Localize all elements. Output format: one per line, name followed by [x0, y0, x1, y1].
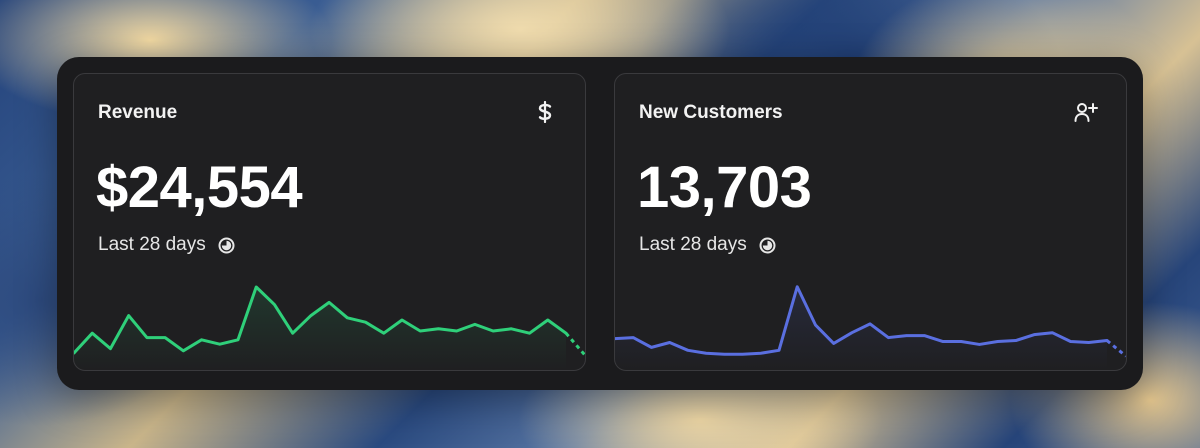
revenue-period: Last 28 days [98, 234, 235, 256]
new-customers-period: Last 28 days [639, 234, 776, 256]
sparkline-projection [1106, 339, 1126, 358]
revenue-title: Revenue [98, 102, 178, 123]
sparkline-series [74, 285, 568, 355]
user-plus-icon [1074, 100, 1098, 124]
new-customers-title: New Customers [639, 102, 783, 123]
new-customers-value: 13,703 [637, 155, 812, 220]
stats-panel: Revenue $24,554 Last 28 days New Custome… [57, 57, 1143, 390]
new-customers-card[interactable]: New Customers 13,703 Last 28 days [614, 73, 1127, 371]
revenue-card[interactable]: Revenue $24,554 Last 28 days [73, 73, 586, 371]
clock-icon[interactable] [759, 237, 776, 254]
sparkline-projection [564, 332, 585, 357]
revenue-sparkline [74, 285, 585, 370]
revenue-value: $24,554 [96, 155, 303, 220]
sparkline-area [74, 287, 566, 370]
revenue-period-label: Last 28 days [98, 234, 206, 255]
dollar-icon [533, 100, 557, 124]
sparkline-series [615, 285, 1109, 356]
new-customers-sparkline [615, 285, 1126, 370]
new-customers-period-label: Last 28 days [639, 234, 747, 255]
clock-icon[interactable] [218, 237, 235, 254]
